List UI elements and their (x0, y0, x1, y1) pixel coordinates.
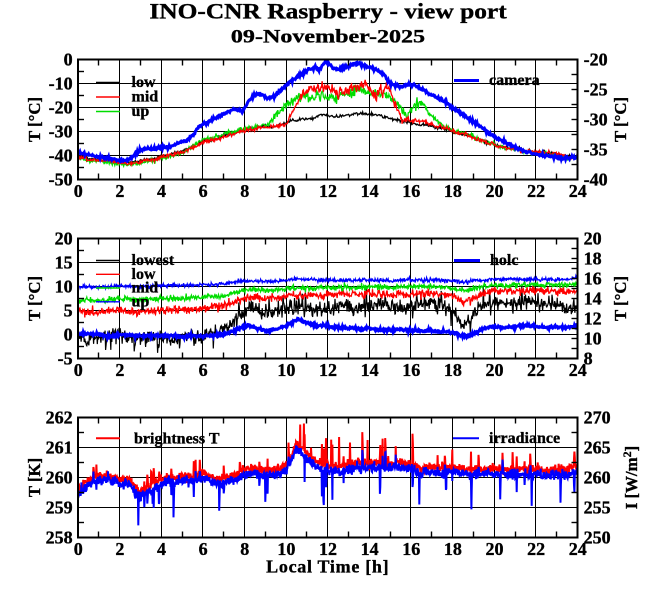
svg-text:irradiance: irradiance (489, 430, 560, 447)
svg-text:250: 250 (584, 528, 611, 548)
svg-text:258: 258 (46, 528, 73, 548)
svg-text:0: 0 (64, 50, 73, 70)
svg-text:up: up (132, 103, 150, 120)
svg-text:8: 8 (240, 539, 249, 559)
svg-text:16: 16 (584, 269, 602, 289)
svg-text:-20: -20 (49, 98, 73, 118)
svg-text:-5: -5 (58, 349, 73, 369)
svg-text:20: 20 (584, 229, 602, 249)
svg-text:low: low (132, 266, 156, 283)
svg-text:12: 12 (319, 539, 337, 559)
svg-text:20: 20 (486, 181, 504, 201)
svg-text:16: 16 (402, 539, 420, 559)
svg-text:-50: -50 (49, 170, 73, 190)
svg-text:8: 8 (584, 349, 593, 369)
svg-text:14: 14 (584, 289, 602, 309)
svg-text:I [W/m2]: I [W/m2] (620, 446, 641, 509)
svg-text:6: 6 (199, 539, 208, 559)
svg-text:brightness T: brightness T (134, 430, 220, 447)
svg-text:260: 260 (584, 468, 611, 488)
svg-text:265: 265 (584, 438, 611, 458)
svg-text:14: 14 (361, 360, 379, 380)
svg-text:-10: -10 (49, 74, 73, 94)
svg-text:22: 22 (527, 539, 545, 559)
svg-text:low: low (132, 74, 156, 91)
svg-text:-35: -35 (584, 140, 608, 160)
svg-text:0: 0 (64, 325, 73, 345)
svg-text:10: 10 (55, 277, 73, 297)
svg-text:Local Time [h]: Local Time [h] (266, 557, 389, 577)
svg-text:12: 12 (319, 181, 337, 201)
svg-text:mid: mid (132, 89, 159, 106)
svg-text:-30: -30 (584, 110, 608, 130)
svg-text:INO-CNR Raspberry - view port: INO-CNR Raspberry - view port (149, 0, 506, 24)
svg-text:-40: -40 (584, 170, 608, 190)
svg-text:2: 2 (115, 539, 124, 559)
svg-text:20: 20 (486, 539, 504, 559)
svg-text:259: 259 (46, 498, 73, 518)
svg-text:-40: -40 (49, 146, 73, 166)
svg-text:-20: -20 (584, 50, 608, 70)
svg-text:10: 10 (277, 360, 295, 380)
svg-text:camera: camera (489, 72, 540, 89)
svg-text:0: 0 (74, 181, 83, 201)
svg-text:T [°C]: T [°C] (25, 276, 44, 321)
svg-text:262: 262 (46, 408, 73, 428)
svg-text:255: 255 (584, 498, 611, 518)
svg-text:4: 4 (157, 539, 166, 559)
svg-text:0: 0 (74, 360, 83, 380)
svg-text:22: 22 (527, 360, 545, 380)
svg-text:T [K]: T [K] (25, 458, 44, 497)
svg-text:18: 18 (444, 539, 462, 559)
svg-text:4: 4 (157, 181, 166, 201)
svg-text:10: 10 (277, 181, 295, 201)
svg-text:09-November-2025: 09-November-2025 (231, 26, 425, 47)
svg-text:2: 2 (115, 360, 124, 380)
svg-text:mid: mid (132, 280, 159, 297)
svg-text:15: 15 (55, 253, 73, 273)
svg-text:10: 10 (584, 329, 602, 349)
svg-text:20: 20 (486, 360, 504, 380)
svg-text:-30: -30 (49, 122, 73, 142)
svg-text:18: 18 (444, 181, 462, 201)
svg-text:T [°C]: T [°C] (25, 97, 44, 142)
svg-text:0: 0 (74, 539, 83, 559)
svg-text:lowest: lowest (132, 252, 175, 269)
svg-text:-25: -25 (584, 80, 608, 100)
svg-text:8: 8 (240, 360, 249, 380)
svg-text:270: 270 (584, 408, 611, 428)
svg-text:24: 24 (569, 539, 587, 559)
svg-text:14: 14 (361, 539, 379, 559)
svg-text:20: 20 (55, 229, 73, 249)
svg-text:16: 16 (402, 360, 420, 380)
svg-text:22: 22 (527, 181, 545, 201)
svg-text:14: 14 (361, 181, 379, 201)
svg-text:holc: holc (490, 252, 518, 269)
svg-text:5: 5 (64, 301, 73, 321)
svg-text:6: 6 (199, 360, 208, 380)
svg-text:18: 18 (584, 249, 602, 269)
svg-text:10: 10 (277, 539, 295, 559)
svg-text:up: up (132, 293, 150, 310)
svg-text:18: 18 (444, 360, 462, 380)
svg-text:T [°C]: T [°C] (611, 97, 630, 142)
svg-text:12: 12 (319, 360, 337, 380)
svg-text:4: 4 (157, 360, 166, 380)
svg-text:16: 16 (402, 181, 420, 201)
svg-text:24: 24 (569, 181, 587, 201)
svg-text:2: 2 (115, 181, 124, 201)
svg-text:261: 261 (46, 438, 73, 458)
svg-text:6: 6 (199, 181, 208, 201)
svg-text:24: 24 (569, 360, 587, 380)
svg-text:8: 8 (240, 181, 249, 201)
svg-text:260: 260 (46, 468, 73, 488)
svg-text:T [°C]: T [°C] (611, 276, 630, 321)
svg-text:12: 12 (584, 309, 602, 329)
